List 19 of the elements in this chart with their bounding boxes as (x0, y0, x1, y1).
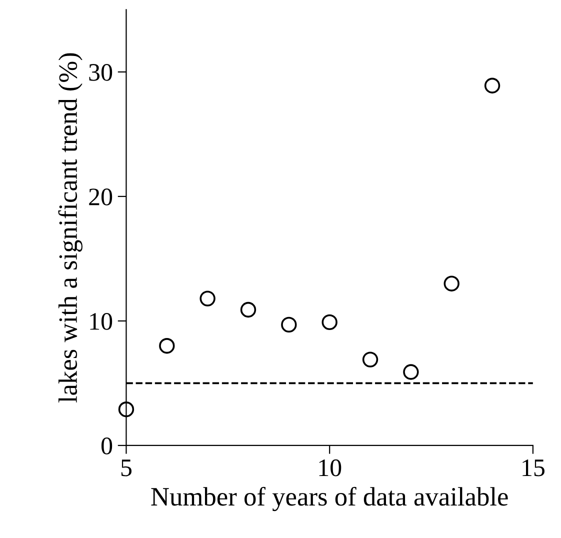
y-tick-label: 30 (89, 64, 112, 81)
y-tick-label: 0 (101, 438, 112, 454)
point (322, 314, 338, 330)
y-tick-label: 20 (89, 188, 112, 206)
point (444, 276, 460, 292)
x-tick-label: 10 (319, 459, 342, 476)
point (484, 78, 500, 94)
point (118, 402, 134, 418)
point (200, 290, 216, 306)
y-axis-title: lakes with a significant trend (%) (58, 53, 82, 403)
point (362, 352, 378, 368)
point (159, 338, 175, 354)
x-axis-title: Number of years of data available (151, 486, 508, 512)
y-tick-label: 10 (90, 313, 112, 330)
point (240, 302, 256, 318)
x-tick-label: 5 (121, 460, 132, 476)
point (403, 364, 419, 380)
x-tick-label: 15 (522, 460, 544, 476)
point (281, 316, 297, 333)
